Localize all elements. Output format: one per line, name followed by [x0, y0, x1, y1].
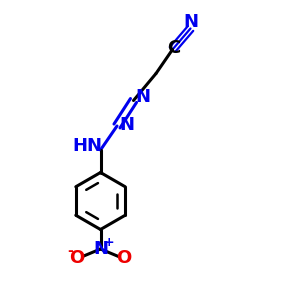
Text: O: O [116, 249, 131, 267]
Text: N: N [119, 116, 134, 134]
Text: +: + [103, 236, 114, 249]
Text: N: N [183, 13, 198, 31]
Text: C: C [167, 39, 181, 57]
Text: N: N [136, 88, 151, 106]
Text: N: N [93, 240, 108, 258]
Text: -: - [67, 244, 73, 258]
Text: O: O [70, 249, 85, 267]
Text: HN: HN [72, 137, 102, 155]
